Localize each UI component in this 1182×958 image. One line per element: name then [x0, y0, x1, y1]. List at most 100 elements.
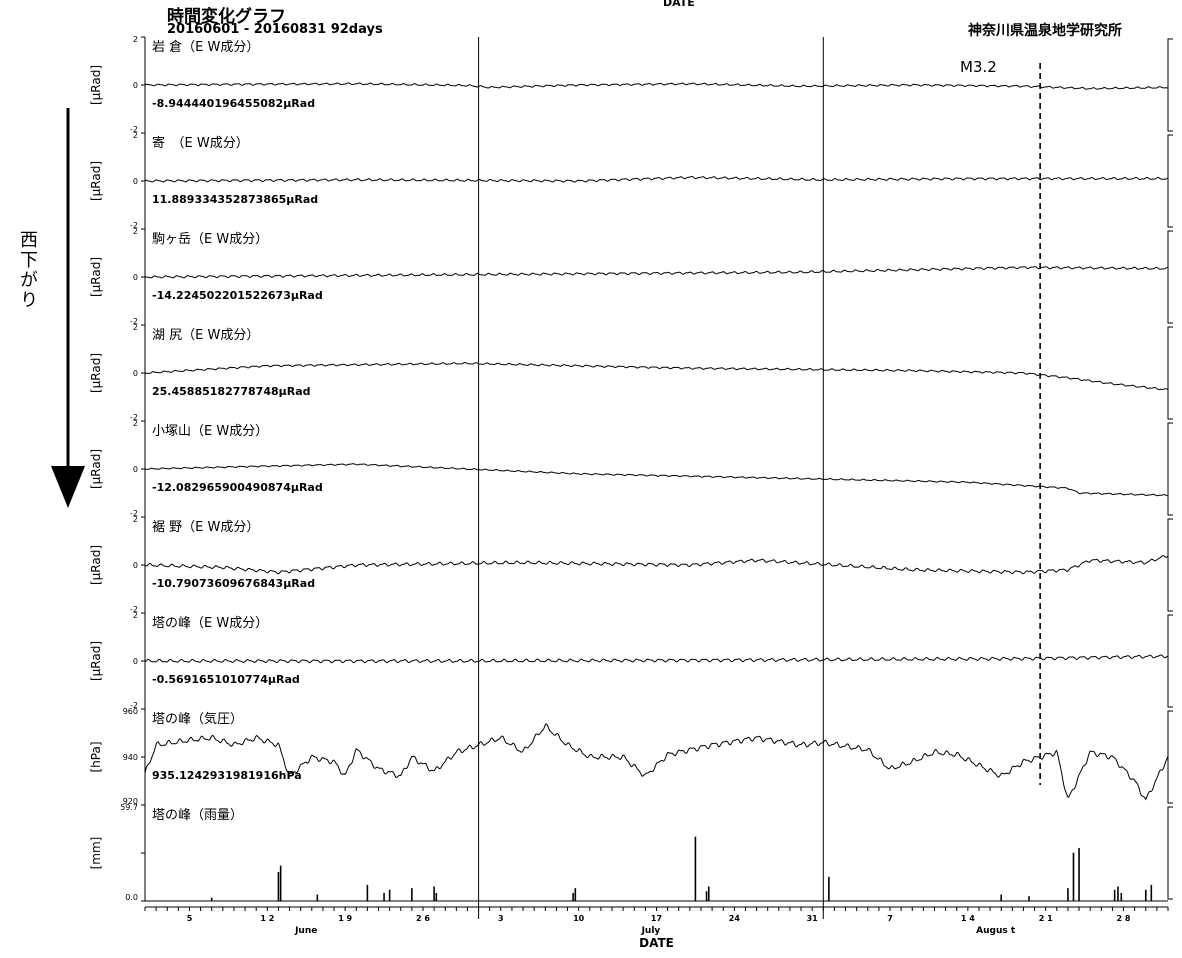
panel-right-bracket [1167, 518, 1173, 612]
date-range: 20160601 - 20160831 92days [167, 22, 383, 37]
y-tick-label: 0 [133, 657, 138, 666]
panel-3: 2 0 -2 [µRad] 駒ヶ岳（E W成分） -14.224502201522673µ… [89, 227, 1173, 326]
y-tick-label: 2 [133, 131, 138, 140]
series-line [144, 361, 1169, 391]
trend-arrow [51, 108, 85, 508]
y-tick-label: -2 [130, 509, 138, 518]
x-tick-label: 31 [807, 914, 819, 923]
x-tick-label: 7 [887, 914, 893, 923]
panel-offset: -10.79073609676843µRad [152, 577, 315, 590]
y-tick-label: 2 [133, 323, 138, 332]
x-tick-label: 10 [573, 914, 585, 923]
y-axis-unit: [µRad] [89, 257, 103, 297]
panel-right-bracket [1167, 326, 1173, 420]
y-axis-unit: [µRad] [89, 545, 103, 585]
x-tick-label: 2 1 [1039, 914, 1053, 923]
panel-right-bracket [1167, 38, 1173, 132]
y-tick-label: 940 [123, 753, 138, 762]
series-line [144, 266, 1168, 279]
x-tick-label: 5 [187, 914, 193, 923]
y-tick-label: 0 [133, 81, 138, 90]
series-line [144, 82, 1169, 90]
panel-title: 塔の峰（E W成分） [152, 616, 268, 631]
x-tick-label: 2 8 [1117, 914, 1131, 923]
x-axis: 5 1 2 1 9 2 6 3 10 17 24 31 7 1 4 2 1 2 8 June July Aug… [144, 906, 1169, 950]
y-tick-label: -2 [130, 413, 138, 422]
x-month-label: June [294, 926, 317, 936]
panel-right-bracket [1167, 806, 1173, 900]
y-tick-label: 920 [123, 797, 138, 806]
panel-title: 湖 尻（E W成分） [152, 328, 259, 343]
panel-2: 2 0 -2 [µRad] 寄 （E W成分） 11.889334352873865µRa… [89, 131, 1173, 230]
x-tick-label: 1 9 [338, 914, 352, 923]
x-tick-label: 1 4 [961, 914, 975, 923]
chart-frame [478, 37, 1041, 907]
x-axis-title: DATE [639, 936, 674, 950]
y-axis-unit: [µRad] [89, 353, 103, 393]
y-tick-label: 2 [133, 35, 138, 44]
panel-5: 2 0 -2 [µRad] 小塚山（E W成分） -12.082965900490874µ… [89, 419, 1173, 518]
trend-label: 西下がり [17, 230, 38, 310]
panel-1: 2 0 -2 [µRad] 岩 倉（E W成分） -8.944440196455082µR… [89, 35, 1173, 134]
institute-name: 神奈川県温泉地学研究所 [968, 23, 1122, 39]
y-tick-label: 960 [123, 707, 138, 716]
series-line [144, 555, 1169, 575]
y-tick-label: 2 [133, 419, 138, 428]
panel-title: 駒ヶ岳（E W成分） [152, 232, 268, 247]
x-tick-label: 2 6 [416, 914, 430, 923]
event-label: M3.2 [960, 58, 997, 76]
panel-title: 塔の峰（雨量） [152, 808, 243, 823]
series-line [144, 654, 1169, 664]
page-title: 時間変化グラフ [167, 7, 286, 27]
panel-title: 小塚山（E W成分） [152, 424, 268, 439]
panel-offset: 11.889334352873865µRad [152, 193, 318, 206]
x-tick-label: 24 [729, 914, 741, 923]
y-axis-unit: [µRad] [89, 65, 103, 105]
x-tick-label: 3 [498, 914, 504, 923]
y-axis-unit: [µRad] [89, 161, 103, 201]
y-tick-label: -2 [130, 221, 138, 230]
panel-7: 2 0 -2 [µRad] 塔の峰（E W成分） -0.5691651010774µRad [89, 611, 1173, 710]
y-tick-label: -2 [130, 317, 138, 326]
panel-title: 寄 （E W成分） [152, 135, 249, 151]
panel-offset: 25.45885182778748µRad [152, 385, 311, 398]
y-tick-label: 59.7 [120, 803, 138, 812]
y-tick-label: -2 [130, 701, 138, 710]
panel-9: 59.7 0.0 [mm] 塔の峰（雨量） [89, 803, 1173, 902]
panel-title: 岩 倉（E W成分） [152, 40, 259, 55]
x-tick-label: 17 [651, 914, 662, 923]
panel-title: 塔の峰（気圧） [152, 711, 243, 727]
panels: 2 0 -2 [µRad] 岩 倉（E W成分） -8.944440196455082µR… [89, 35, 1173, 902]
y-axis-unit: [hPa] [89, 741, 103, 772]
y-tick-label: 0 [133, 465, 138, 474]
y-axis-unit: [µRad] [89, 449, 103, 489]
panel-offset: -8.944440196455082µRad [152, 97, 315, 110]
series-line [144, 723, 1169, 801]
panel-title: 裾 野（E W成分） [152, 520, 259, 535]
y-tick-label: -2 [130, 125, 138, 134]
y-tick-label: 0 [133, 561, 138, 570]
panel-4: 2 0 -2 [µRad] 湖 尻（E W成分） 25.45885182778748µRa… [89, 323, 1173, 422]
series-line [144, 463, 1169, 497]
x-tick-label: 1 2 [260, 914, 274, 923]
top-axis-label: DATE [663, 0, 695, 9]
y-tick-label: 2 [133, 227, 138, 236]
panel-right-bracket [1167, 422, 1173, 516]
panel-offset: -0.5691651010774µRad [152, 673, 300, 686]
panel-offset: 935.1242931981916hPa [152, 769, 302, 782]
panel-6: 2 0 -2 [µRad] 裾 野（E W成分） -10.79073609676843µR… [89, 515, 1173, 614]
panel-8: 960 940 920 [hPa] 塔の峰（気圧） 935.1242931981916hP… [89, 707, 1173, 806]
y-tick-label: 0 [133, 273, 138, 282]
y-tick-label: 2 [133, 515, 138, 524]
panel-right-bracket [1167, 134, 1173, 228]
y-axis-unit: [µRad] [89, 641, 103, 681]
panel-offset: -12.082965900490874µRad [152, 481, 323, 494]
x-month-label: July [641, 926, 661, 936]
y-tick-label: 0 [133, 177, 138, 186]
panel-right-bracket [1167, 230, 1173, 324]
series-line [144, 175, 1169, 183]
y-tick-label: 2 [133, 611, 138, 620]
y-axis-unit: [mm] [89, 837, 103, 870]
y-tick-label: -2 [130, 605, 138, 614]
